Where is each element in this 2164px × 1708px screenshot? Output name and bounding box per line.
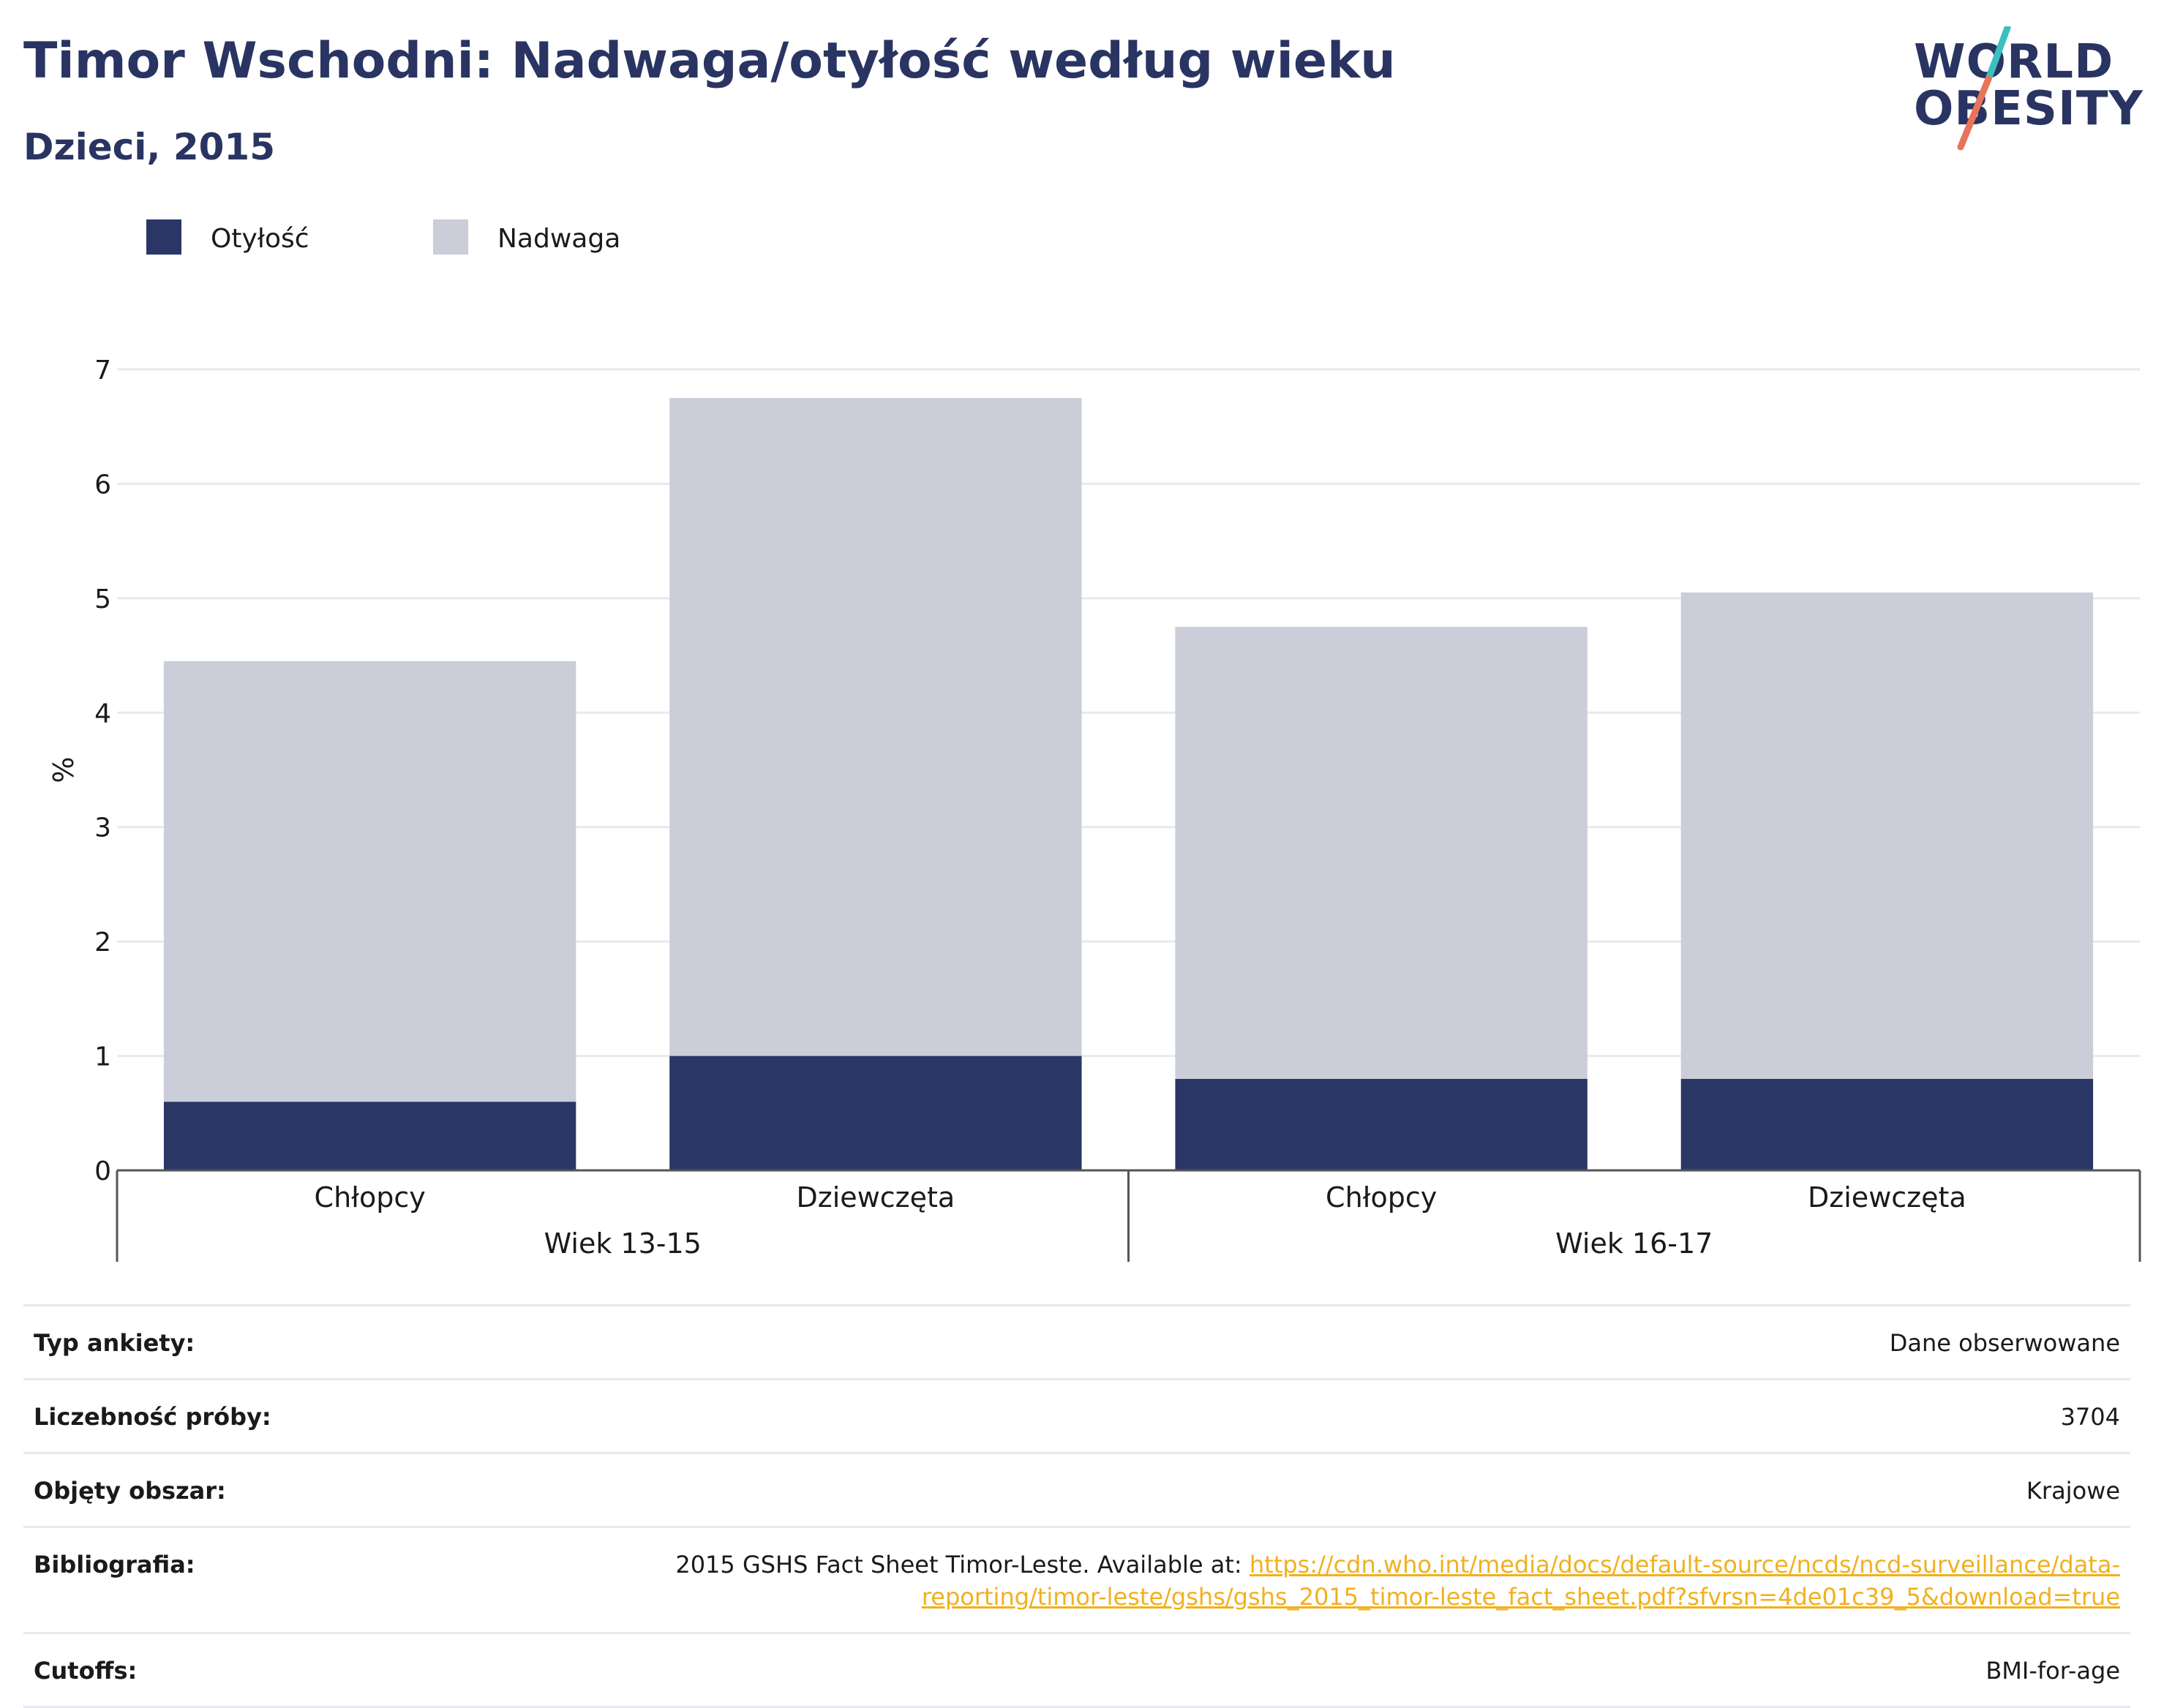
info-value: Dane obserwowane (1889, 1329, 2120, 1357)
y-tick-label: 2 (94, 928, 111, 958)
bar-obesity-3 (1680, 1078, 2094, 1170)
stacked-bar-chart: Otyłość Nadwaga 0 1 2 3 4 5 6 7% Chłopcy Dziewczęta… (46, 219, 2141, 1262)
legend-swatch-1 (433, 219, 468, 255)
legend-label-1: Nadwaga (497, 224, 620, 254)
bibliography-link[interactable]: https://cdn.who.int/media/docs/default-s… (921, 1551, 2120, 1611)
group-label: Wiek 16-17 (1555, 1227, 1713, 1260)
info-table: Typ ankiety: Dane obserwowane Liczebność… (23, 1304, 2130, 1708)
world-obesity-logo: WORLD OBESITY (1908, 26, 2149, 158)
bar-obesity-2 (1175, 1078, 1588, 1170)
legend-label-0: Otyłość (211, 224, 309, 254)
page-title: Timor Wschodni: Nadwaga/otyłość według w… (23, 32, 1396, 90)
info-label: Bibliografia: (34, 1551, 195, 1579)
bar-overweight-3 (1680, 592, 2094, 1079)
info-label: Cutoffs: (34, 1657, 138, 1685)
bar-obesity-0 (163, 1102, 576, 1170)
page-subtitle: Dzieci, 2015 (23, 126, 275, 168)
group-label: Wiek 13-15 (544, 1227, 702, 1260)
legend-swatch-0 (146, 219, 181, 255)
y-tick-label: 6 (94, 470, 111, 500)
bar-overweight-1 (669, 398, 1082, 1056)
y-axis-title: % (46, 756, 78, 783)
y-tick-label: 5 (94, 584, 111, 614)
y-tick-label: 3 (94, 813, 111, 843)
info-label: Typ ankiety: (34, 1329, 195, 1357)
info-row-area-covered: Objęty obszar: Krajowe (23, 1452, 2130, 1526)
x-tick-label: Chłopcy (1326, 1181, 1437, 1214)
bibliography-text: 2015 GSHS Fact Sheet Timor-Leste. Availa… (675, 1551, 1250, 1579)
y-tick-label: 7 (94, 355, 111, 385)
info-row-survey-type: Typ ankiety: Dane obserwowane (23, 1304, 2130, 1378)
info-label: Objęty obszar: (34, 1477, 226, 1505)
y-tick-label: 4 (94, 699, 111, 729)
info-value: BMI-for-age (1985, 1657, 2120, 1685)
info-row-cutoffs: Cutoffs: BMI-for-age (23, 1632, 2130, 1708)
logo-line-1: WORLD (1914, 35, 2114, 89)
bar-overweight-0 (163, 661, 576, 1102)
y-tick-label: 1 (94, 1042, 111, 1072)
info-value: 3704 (2060, 1403, 2120, 1431)
bar-obesity-1 (669, 1056, 1082, 1170)
logo-line-2: OBESITY (1914, 82, 2144, 136)
bar-overweight-2 (1175, 626, 1588, 1079)
info-row-sample-size: Liczebność próby: 3704 (23, 1378, 2130, 1452)
x-tick-label: Dziewczęta (797, 1181, 955, 1214)
info-value: 2015 GSHS Fact Sheet Timor-Leste. Availa… (511, 1549, 2120, 1613)
y-tick-label: 0 (94, 1156, 111, 1186)
info-label: Liczebność próby: (34, 1403, 271, 1431)
x-tick-label: Dziewczęta (1808, 1181, 1966, 1214)
info-value: Krajowe (2026, 1477, 2120, 1505)
logo-slash-icon (1957, 26, 2011, 151)
x-tick-label: Chłopcy (315, 1181, 426, 1214)
info-row-bibliography: Bibliografia: 2015 GSHS Fact Sheet Timor… (23, 1526, 2130, 1632)
